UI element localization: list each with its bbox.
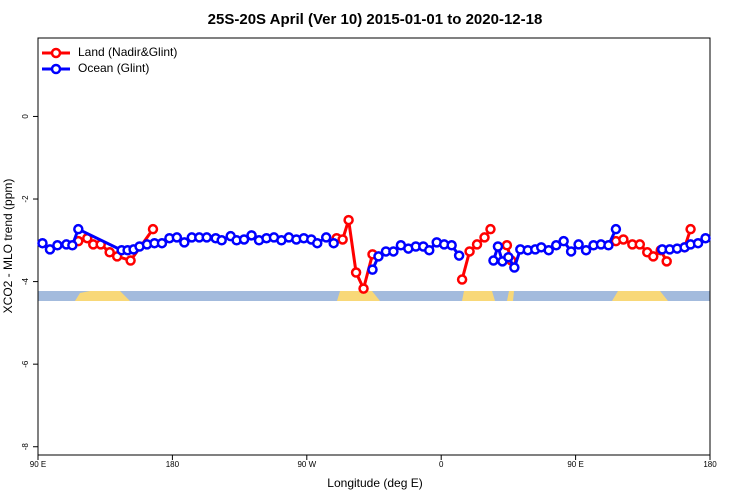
x-axis-label: Longitude (deg E)	[327, 476, 422, 490]
data-point	[216, 235, 227, 246]
data-point	[634, 239, 646, 250]
data-point	[700, 232, 711, 244]
data-point	[320, 232, 332, 243]
data-point	[373, 251, 384, 262]
data-point	[328, 237, 339, 249]
data-point	[171, 232, 183, 243]
data-point	[509, 262, 520, 273]
data-point	[337, 234, 348, 245]
x-tick-label: 0	[439, 460, 444, 469]
data-point	[52, 240, 63, 251]
data-point	[550, 240, 562, 251]
data-point	[580, 244, 592, 256]
data-point	[67, 240, 78, 251]
legend-marker	[50, 63, 62, 75]
data-point	[492, 241, 504, 252]
data-point	[685, 223, 696, 235]
x-tick-label: 90 E	[30, 460, 46, 469]
data-point	[446, 240, 457, 251]
data-point	[692, 237, 704, 249]
chart-title: 25S-20S April (Ver 10) 2015-01-01 to 202…	[208, 11, 543, 28]
data-point	[343, 214, 354, 226]
data-point	[543, 244, 554, 256]
x-tick-label: 90 W	[297, 460, 316, 469]
x-tick-label: 180	[703, 460, 717, 469]
data-point	[156, 237, 168, 249]
data-point	[464, 246, 475, 257]
data-point	[358, 283, 369, 294]
data-point	[603, 240, 614, 251]
data-point	[367, 264, 378, 275]
legend-label: Ocean (Glint)	[78, 61, 149, 75]
data-point	[238, 234, 250, 245]
data-point	[501, 240, 513, 251]
data-point	[73, 223, 84, 235]
data-point	[618, 234, 629, 245]
y-tick-label: -2	[21, 195, 30, 203]
data-point	[350, 267, 362, 278]
data-point	[453, 250, 465, 261]
y-tick-label: -8	[21, 443, 30, 451]
data-point	[485, 223, 496, 235]
legend-marker	[50, 47, 62, 59]
data-point	[147, 223, 159, 235]
data-point	[388, 246, 399, 257]
surface-strip	[38, 291, 710, 301]
data-point	[558, 235, 569, 247]
data-point	[44, 244, 56, 255]
data-point	[610, 223, 622, 235]
data-point	[565, 246, 577, 257]
data-point	[312, 237, 323, 249]
data-point	[201, 232, 212, 243]
data-point	[246, 230, 257, 241]
plot-frame	[37, 37, 711, 456]
data-point	[424, 244, 435, 256]
data-point	[37, 237, 48, 249]
x-tick-label: 90 E	[567, 460, 583, 469]
data-point	[503, 251, 514, 263]
data-point	[661, 256, 672, 267]
data-point	[125, 255, 136, 266]
data-point	[471, 239, 483, 250]
y-tick-label: -4	[21, 277, 30, 285]
data-point	[648, 251, 659, 262]
legend-label: Land (Nadir&Glint)	[78, 45, 177, 59]
data-point	[573, 239, 584, 250]
data-point	[179, 237, 190, 248]
data-point	[104, 247, 115, 258]
data-point	[479, 232, 490, 243]
y-axis-label: XCO2 - MLO trend (ppm)	[1, 179, 15, 314]
y-tick-label: 0	[21, 114, 30, 119]
x-tick-label: 180	[166, 460, 180, 469]
y-tick-label: -6	[21, 360, 30, 368]
data-point	[488, 255, 499, 266]
data-point	[456, 274, 468, 285]
